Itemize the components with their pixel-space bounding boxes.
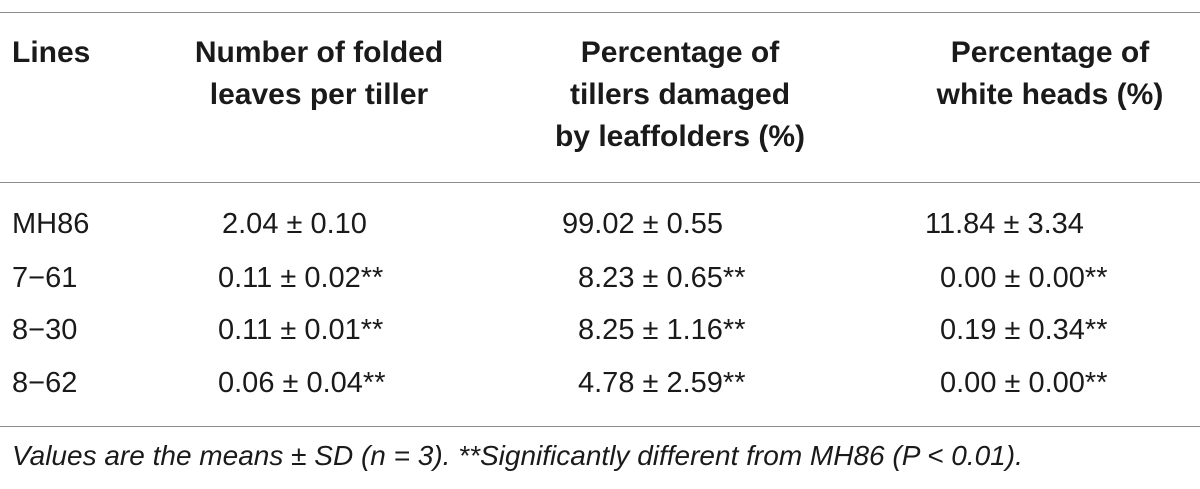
table-row: MH86 2.04 ± 0.10 99.02 ± 0.55 11.84 ± 3.… bbox=[0, 198, 1200, 250]
white-heads-cell: 0.00 ± 0.00** bbox=[940, 262, 1108, 294]
table-row: 7−61 0.11 ± 0.02** 8.23 ± 0.65** 0.00 ± … bbox=[0, 252, 1200, 304]
tillers-damaged-cell: 4.78 ± 2.59** bbox=[578, 367, 746, 399]
folded-leaves-cell: 0.06 ± 0.04** bbox=[218, 367, 386, 399]
table-footnote: Values are the means ± SD (n = 3). **Sig… bbox=[12, 440, 1023, 471]
table-row: 8−62 0.06 ± 0.04** 4.78 ± 2.59** 0.00 ± … bbox=[0, 357, 1200, 409]
folded-leaves-cell: 2.04 ± 0.10 bbox=[222, 208, 367, 240]
folded-leaves-cell: 0.11 ± 0.02** bbox=[218, 262, 384, 294]
header-white-heads-line-1: Percentage of bbox=[950, 36, 1150, 69]
header-lines: Lines bbox=[12, 32, 90, 74]
table-bottom-rule bbox=[0, 426, 1200, 427]
header-tillers-damaged-line-3: by leaffolders (%) bbox=[554, 120, 806, 153]
header-white-heads: Percentage of white heads (%) bbox=[905, 32, 1195, 116]
line-cell: 8−30 bbox=[12, 314, 78, 346]
header-folded-leaves-line-2: leaves per tiller bbox=[209, 78, 429, 111]
line-cell: 7−61 bbox=[12, 262, 78, 294]
table-row: 8−30 0.11 ± 0.01** 8.25 ± 1.16** 0.19 ± … bbox=[0, 304, 1200, 356]
tillers-damaged-cell: 8.25 ± 1.16** bbox=[578, 314, 746, 346]
tillers-damaged-cell: 8.23 ± 0.65** bbox=[578, 262, 746, 294]
line-cell: 8−62 bbox=[12, 367, 78, 399]
white-heads-cell: 0.00 ± 0.00** bbox=[940, 367, 1108, 399]
folded-leaves-cell: 0.11 ± 0.01** bbox=[218, 314, 384, 346]
table-top-rule bbox=[0, 12, 1200, 13]
header-lines-line-1: Lines bbox=[12, 36, 91, 69]
tillers-damaged-cell: 99.02 ± 0.55 bbox=[562, 208, 724, 240]
header-bottom-rule bbox=[0, 182, 1200, 183]
header-tillers-damaged: Percentage of tillers damaged by leaffol… bbox=[520, 32, 840, 158]
line-cell: MH86 bbox=[12, 208, 90, 240]
header-tillers-damaged-line-1: Percentage of bbox=[580, 36, 780, 69]
header-white-heads-line-2: white heads (%) bbox=[936, 78, 1164, 111]
header-folded-leaves-line-1: Number of folded bbox=[194, 36, 444, 69]
white-heads-cell: 11.84 ± 3.34 bbox=[925, 208, 1084, 240]
white-heads-cell: 0.19 ± 0.34** bbox=[940, 314, 1108, 346]
header-tillers-damaged-line-2: tillers damaged bbox=[569, 78, 791, 111]
header-folded-leaves: Number of folded leaves per tiller bbox=[164, 32, 474, 116]
